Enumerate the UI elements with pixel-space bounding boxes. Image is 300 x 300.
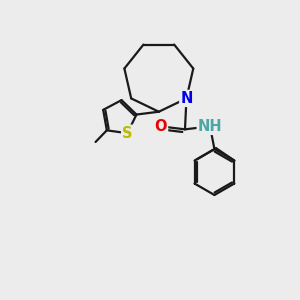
Text: NH: NH — [198, 119, 222, 134]
Text: S: S — [122, 126, 133, 141]
Text: N: N — [180, 91, 193, 106]
Text: O: O — [154, 119, 167, 134]
